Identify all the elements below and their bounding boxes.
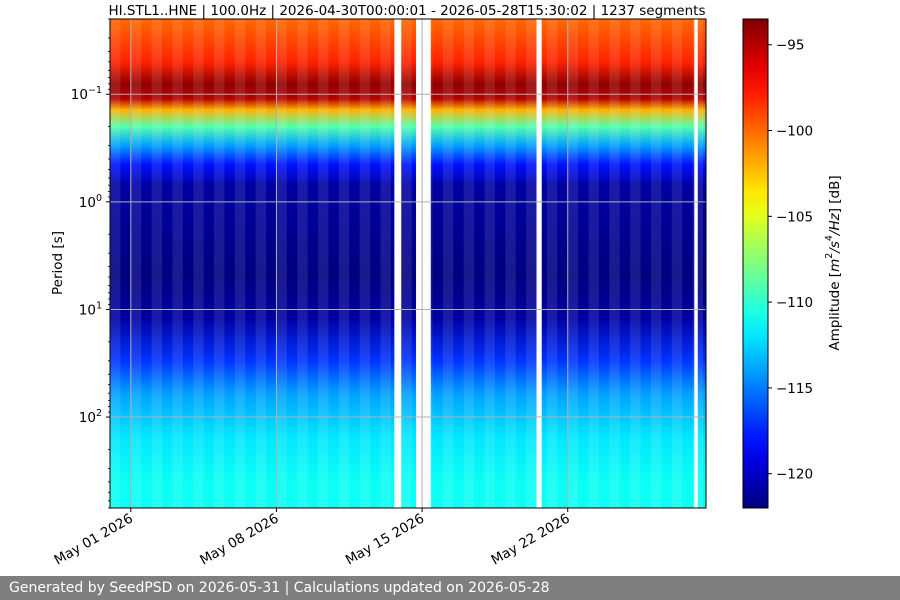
x-tick-label: May 15 2026 <box>343 511 427 569</box>
data-gap <box>394 19 402 508</box>
y-tick-label: 101 <box>79 300 102 318</box>
texture-stripe <box>526 19 537 508</box>
footer-bar: Generated by SeedPSD on 2026-05-31 | Cal… <box>0 576 900 600</box>
colorbar-tick-label: −105 <box>776 209 813 225</box>
texture-stripe <box>588 19 599 508</box>
texture-stripe <box>318 19 329 508</box>
colorbar-label-unit-1: m <box>827 259 843 272</box>
data-gap <box>694 19 698 508</box>
colorbar-tick-label: −115 <box>776 381 813 397</box>
texture-stripe <box>255 19 267 508</box>
texture-stripe <box>234 19 246 508</box>
texture-stripe <box>505 19 516 508</box>
texture-stripe <box>110 19 121 508</box>
texture-stripe <box>193 19 204 508</box>
colorbar-label-prefix: Amplitude [ <box>827 272 843 351</box>
chart-title: HI.STL1..HNE | 100.0Hz | 2026-04-30T00:0… <box>108 3 705 19</box>
footer-text: Generated by SeedPSD on 2026-05-31 | Cal… <box>9 580 550 596</box>
y-axis-label: Period [s] <box>50 231 66 295</box>
texture-stripe <box>276 19 287 508</box>
texture-stripe <box>546 19 558 508</box>
texture-stripe <box>130 19 142 508</box>
texture-stripe <box>692 19 703 508</box>
texture-stripe <box>214 19 225 508</box>
colorbar-tick-label: −110 <box>776 295 813 311</box>
data-gap <box>536 19 542 508</box>
x-tick-label: May 08 2026 <box>197 511 281 569</box>
texture-stripe <box>567 19 579 508</box>
colorbar-tick-label: −100 <box>776 124 813 140</box>
texture-stripe <box>650 19 662 508</box>
x-tick-label: May 22 2026 <box>488 511 572 569</box>
colorbar-label-unit-2: /s <box>827 241 843 254</box>
texture-stripe <box>172 19 183 508</box>
y-axis: 10−1 100 101 102 <box>71 18 110 509</box>
x-axis: May 01 2026 May 08 2026 May 15 2026 May 22 … <box>52 508 573 568</box>
data-gaps <box>394 19 698 508</box>
colorbar-label-unit-3: /Hz <box>827 212 843 236</box>
texture-stripe <box>442 19 454 508</box>
colorbar-label-sup-2: 4 <box>824 235 835 241</box>
texture-stripe <box>359 19 371 508</box>
y-tick-label: 10−1 <box>71 85 102 103</box>
x-tick-label: May 01 2026 <box>52 511 136 569</box>
texture-stripe <box>463 19 475 508</box>
y-tick-label: 102 <box>79 408 102 426</box>
colorbar-ticks: −95 −100 −105 −110 −115 −120 <box>768 38 813 483</box>
spectrogram-plot <box>110 19 706 508</box>
grid-lines <box>110 19 706 508</box>
colorbar-tick-label: −95 <box>776 38 805 54</box>
texture-stripe <box>380 19 391 508</box>
texture-stripe <box>630 19 641 508</box>
colorbar <box>742 18 769 509</box>
data-gap <box>416 19 431 508</box>
texture-stripe <box>401 19 412 508</box>
texture-stripe <box>297 19 308 508</box>
colorbar-label: Amplitude [m2/s4/Hz] [dB] <box>824 175 843 350</box>
spectrogram-image <box>110 19 706 508</box>
spectrogram-texture <box>110 19 703 508</box>
texture-stripe <box>609 19 620 508</box>
texture-stripe <box>484 19 495 508</box>
colorbar-label-sup-1: 2 <box>824 253 835 259</box>
texture-stripe <box>151 19 163 508</box>
texture-stripe <box>338 19 350 508</box>
colorbar-label-suffix: ] [dB] <box>827 175 843 213</box>
y-tick-label: 100 <box>79 193 102 211</box>
texture-stripe <box>671 19 683 508</box>
colorbar-tick-label: −120 <box>776 467 813 483</box>
plot-frame <box>109 18 707 509</box>
